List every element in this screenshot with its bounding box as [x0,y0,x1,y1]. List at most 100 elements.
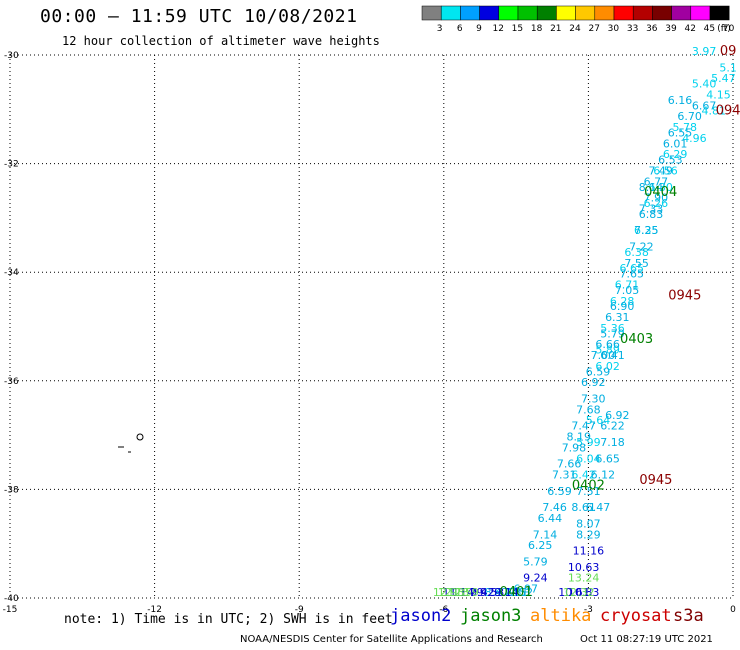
wave-height-label: 6.01 [663,137,688,150]
page-title: 00:00 – 11:59 UTC 10/08/2021 [40,6,358,27]
wave-height-label: 12.59 [447,586,479,599]
wave-height-label: 11.16 [573,545,605,558]
wave-height-label: 13.24 [568,572,600,585]
colorbar-swatch [460,5,480,21]
wave-height-label: 6.92 [581,376,606,389]
colorbar-swatch [671,5,692,21]
wave-height-label: 6.77 [644,175,669,188]
colorbar-tick-label: 24 [569,24,581,34]
wave-height-label: 6.66 [595,338,620,351]
colorbar-tick-label: 3 [437,24,443,34]
time-label: 09 [720,44,737,59]
colorbar-tick-label: 9 [476,24,482,34]
x-tick-label: -3 [584,605,593,615]
wave-height-label: 9.53 [480,586,505,599]
wave-height-label: 6.38 [624,246,649,259]
wave-height-label: 8.09 [494,586,519,599]
time-label: 0945 [639,473,672,488]
legend-s3a: s3a [673,606,704,626]
wave-height-label: 6.65 [595,452,620,465]
colorbar-tick-label: 36 [646,24,658,34]
legend-jason3: jason3 [460,606,522,626]
wave-height-label: 11.79 [452,586,484,599]
wave-height-label: 7.25 [634,224,659,237]
wave-height-label: 6.35 [634,224,659,237]
wave-height-label: 4.96 [682,132,707,145]
wave-height-label: 7.47 [571,420,596,433]
wave-height-label: 3.97 [692,45,717,58]
wave-height-label: 5.47 [711,72,736,85]
wave-height-label: 7.90 [644,192,669,205]
wave-height-label: 6.65 [620,262,645,275]
colorbar-tick-label: 42 [684,24,695,34]
x-tick-label: -9 [295,605,304,615]
wave-height-label: 6.67 [692,99,717,112]
y-tick-label: -36 [4,377,19,387]
y-tick-label: -34 [4,268,19,278]
wave-height-label: 10.61 [558,586,590,599]
wave-height-label: 6.56 [653,164,678,177]
colorbar-swatch [575,5,596,21]
wave-height-label: 8.07 [576,517,601,530]
wave-height-label: 6.59 [547,485,572,498]
wave-height-label: 7.66 [557,458,582,471]
wave-height-label: 6.83 [639,208,664,221]
x-tick-label: -6 [439,605,448,615]
wave-height-label: 7.65 [620,268,645,281]
wave-height-label: 6.97 [513,583,538,596]
colorbar-tick-label: 21 [550,24,561,34]
time-label: 0404 [644,185,677,200]
wave-height-label: 7.14 [533,528,558,541]
axes: -15 -12 -9 -6 -3 0-30-32-34-36-38-40 [3,51,736,615]
colorbar-swatch [556,5,576,21]
x-tick-label: -15 [3,605,18,615]
wave-height-label: 5.78 [673,121,698,134]
colorbar-swatch [536,5,557,21]
wave-height-label: 5.36 [600,322,625,335]
wave-height-label: 7.18 [600,436,625,449]
time-label: 094 [716,104,740,119]
note-text: note: 1) Time is in UTC; 2) SWH is in fe… [64,612,393,627]
wave-height-label: 5.99 [576,436,601,449]
colorbar-swatch [690,5,711,21]
page-subtitle: 12 hour collection of altimeter wave hei… [62,34,380,48]
wave-height-label: 6.90 [610,300,635,313]
wave-height-label: 7.55 [624,257,649,270]
wave-height-label: 9.24 [523,572,548,585]
colorbar-swatch [440,5,461,21]
wave-height-label: 6.28 [610,295,635,308]
wave-height-label: 7.22 [629,240,654,253]
legend-cryosat: cryosat [600,606,672,626]
wave-height-label: 6.59 [586,365,611,378]
wave-height-label: 7.33 [639,202,664,215]
footer-credit: NOAA/NESDIS Center for Satellite Applica… [240,634,543,645]
wave-height-label: 6.16 [668,94,693,107]
wave-height-label: 6.42 [571,469,596,482]
wave-height-label: 6.47 [586,501,611,514]
wave-height-label: 5.1 [719,61,737,74]
colorbar-tick-label: 6 [457,24,463,34]
time-label: 0401 [500,585,533,600]
island-outline [118,433,144,453]
wave-height-label: 4.81 [701,105,726,118]
wave-height-label: 6.31 [605,311,630,324]
colorbar-swatch [498,5,519,21]
wave-height-label: 9.14 [494,586,519,599]
wave-height-label: 7.00 [591,349,616,362]
wave-height-label: 6.30 [648,181,673,194]
wave-height-label: 8.47 [485,586,510,599]
data-points: 3.975.15.405.474.154.815.784.966.296.566… [433,44,740,600]
x-tick-label: 0 [730,605,736,615]
colorbar-swatch [613,5,634,21]
y-tick-label: -30 [4,51,19,61]
wave-height-label: 7.05 [615,284,640,297]
colorbar-swatch [632,5,653,21]
wave-height-label: 6.22 [600,420,625,433]
color-legend: 3 6 9 12 15 18 21 24 27 30 33 36 39 42 45 70(ft) [421,5,735,34]
wave-height-label: 8.19 [567,431,592,444]
wave-height-label: 5.89 [595,344,620,357]
legend-jason2: jason2 [390,606,452,626]
wave-height-label: 6.25 [528,539,553,552]
wave-height-label: 11.14 [443,586,475,599]
wave-height-label: 6.26 [644,197,669,210]
